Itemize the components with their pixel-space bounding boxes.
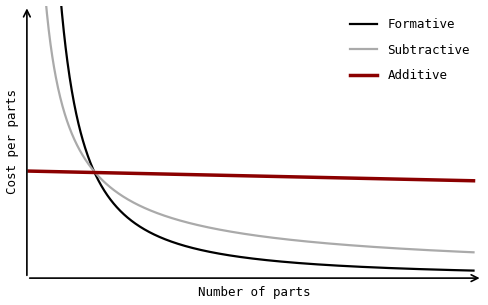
Y-axis label: Cost per parts: Cost per parts [5,89,19,194]
Legend: Formative, Subtractive, Additive: Formative, Subtractive, Additive [344,12,476,88]
X-axis label: Number of parts: Number of parts [199,286,311,300]
